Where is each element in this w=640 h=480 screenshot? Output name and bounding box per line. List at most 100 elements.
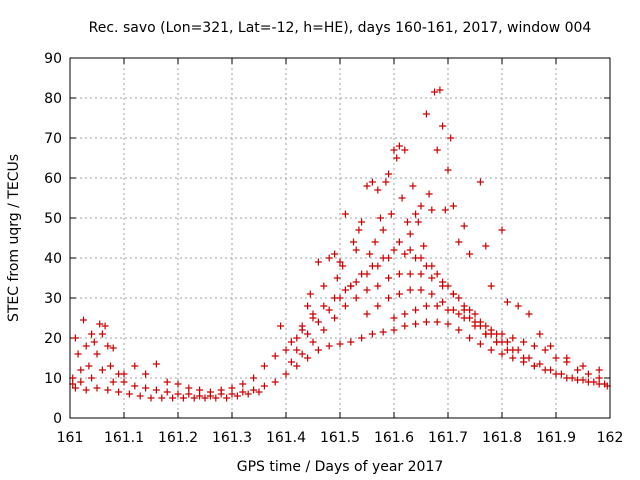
data-point [406, 286, 414, 294]
data-point [579, 362, 587, 370]
data-point [109, 344, 117, 352]
data-point [466, 314, 474, 322]
data-point [331, 314, 339, 322]
data-point [401, 146, 409, 154]
data-point [131, 382, 139, 390]
grid-lines [70, 58, 610, 418]
data-point [115, 388, 123, 396]
data-point [339, 262, 347, 270]
data-point [80, 316, 87, 324]
data-point [304, 302, 312, 310]
data-point [239, 388, 247, 396]
data-point [352, 278, 360, 286]
data-point [341, 302, 349, 310]
data-point [385, 254, 393, 262]
data-point [476, 340, 484, 348]
data-point [417, 286, 425, 294]
data-point [298, 350, 306, 358]
data-point [393, 154, 401, 162]
data-point [466, 250, 474, 258]
data-point [557, 370, 565, 378]
data-point [271, 378, 279, 386]
x-tick-label: 161.5 [320, 430, 360, 446]
data-point [503, 298, 511, 306]
data-point [320, 326, 328, 334]
x-tick-label: 161.7 [428, 430, 468, 446]
data-point [309, 338, 317, 346]
data-point [385, 170, 393, 178]
data-point [306, 290, 314, 298]
data-point [101, 322, 109, 330]
data-point [244, 390, 252, 398]
data-point [120, 370, 128, 378]
data-point [341, 286, 349, 294]
data-point [395, 270, 403, 278]
data-point [601, 380, 609, 388]
data-point [363, 310, 371, 318]
data-point [425, 190, 433, 198]
plot-frame [69, 57, 611, 419]
x-tick-label: 161 [57, 430, 84, 446]
data-point [152, 360, 160, 368]
data-point [385, 274, 393, 282]
data-point [190, 394, 198, 402]
data-point [217, 390, 225, 398]
data-point [525, 310, 533, 318]
data-point [401, 250, 409, 258]
data-point [314, 346, 322, 354]
data-point [455, 326, 463, 334]
data-point [125, 390, 133, 398]
data-point [568, 374, 576, 382]
data-point [287, 358, 295, 366]
data-point [228, 390, 236, 398]
data-point [493, 338, 501, 346]
data-point [363, 182, 371, 190]
data-point [449, 290, 457, 298]
x-tick-label: 161.6 [374, 430, 414, 446]
data-point [88, 374, 96, 382]
data-point [379, 328, 387, 336]
data-point [293, 346, 301, 354]
data-point [358, 218, 366, 226]
data-point [325, 254, 333, 262]
data-point [536, 360, 544, 368]
data-point [98, 330, 106, 338]
data-point [503, 346, 511, 354]
data-point [395, 238, 403, 246]
data-point [174, 390, 182, 398]
y-tick-label: 10 [44, 371, 62, 387]
data-point [444, 320, 452, 328]
data-point [422, 318, 430, 326]
data-point [271, 352, 279, 360]
data-point [196, 392, 204, 400]
data-point [412, 210, 420, 218]
data-point [320, 302, 328, 310]
data-point [412, 306, 420, 314]
data-point [309, 314, 317, 322]
data-point [179, 394, 187, 402]
data-point [390, 146, 398, 154]
data-point [449, 202, 457, 210]
data-points [69, 86, 611, 402]
data-point [85, 362, 93, 370]
data-point [350, 238, 357, 246]
data-point [74, 350, 82, 358]
data-point [417, 254, 425, 262]
data-point [439, 298, 447, 306]
data-point [547, 366, 555, 374]
data-point [422, 110, 430, 118]
data-point [352, 294, 360, 302]
data-point [336, 258, 344, 266]
y-tick-label: 80 [44, 91, 62, 107]
data-point [433, 302, 441, 310]
data-point [471, 310, 479, 318]
data-point [377, 214, 384, 222]
data-point [355, 226, 363, 234]
data-point [433, 146, 441, 154]
data-point [420, 242, 428, 250]
y-tick-label: 40 [44, 251, 62, 267]
data-point [498, 350, 506, 358]
data-point [455, 310, 463, 318]
data-point [104, 342, 112, 350]
data-point [460, 222, 468, 230]
